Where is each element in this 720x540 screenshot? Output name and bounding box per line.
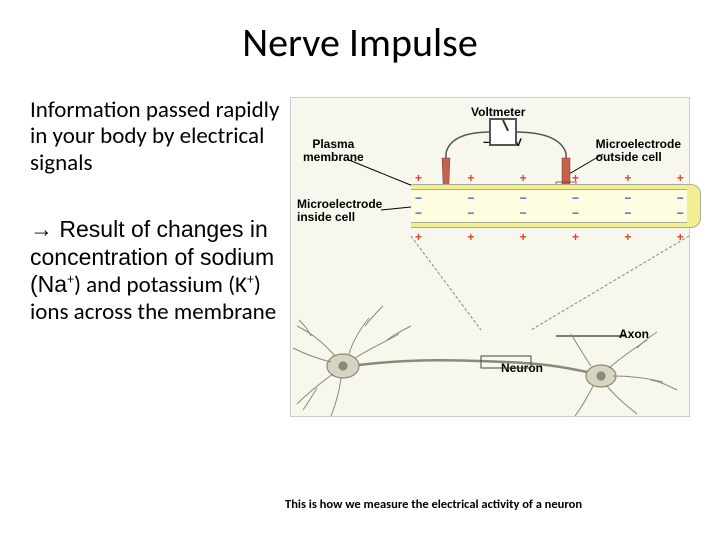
page-title: Nerve Impulse (0, 0, 720, 67)
charges-minus-top: − − − − − − − − − (415, 191, 695, 205)
text-column: Information passed rapidly in your body … (30, 97, 290, 417)
neuron-drawing (291, 248, 691, 418)
caption: This is how we measure the electrical ac… (285, 497, 582, 512)
paragraph-2: → Result of changes in concentration of … (30, 216, 280, 325)
charges-plus-top: + + + + + + + + + (415, 171, 695, 185)
content-row: Information passed rapidly in your body … (0, 67, 720, 417)
slide: { "title": "Nerve Impulse", "text": { "p… (0, 0, 720, 540)
paragraph-1: Information passed rapidly in your body … (30, 97, 280, 176)
superscript-plus-1: + (67, 271, 74, 288)
para2-mid: ) and potassium (K (74, 271, 247, 299)
diagram: Voltmeter Plasma membrane −70 mV Microel… (290, 97, 690, 417)
superscript-plus-2: + (247, 271, 254, 288)
